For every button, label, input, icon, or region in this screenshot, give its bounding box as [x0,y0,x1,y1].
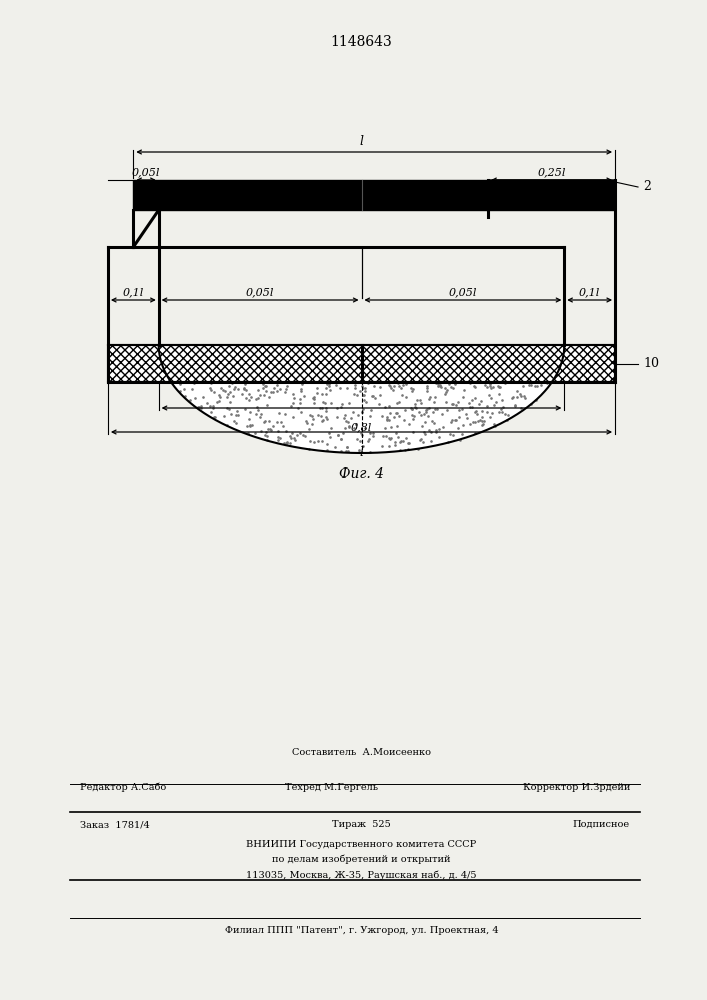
Text: 0,05l: 0,05l [449,287,477,297]
Text: Филиал ППП "Патент", г. Ужгород, ул. Проектная, 4: Филиал ППП "Патент", г. Ужгород, ул. Про… [225,926,498,935]
Text: 0,1l: 0,1l [123,287,144,297]
Text: Редактор А.Сабо: Редактор А.Сабо [80,782,166,792]
Bar [108,345,615,382]
Text: 0,8l: 0,8l [351,422,372,432]
Text: 0,05l: 0,05l [246,287,274,297]
Text: Заказ  1781/4: Заказ 1781/4 [80,820,150,829]
Polygon shape [489,180,615,210]
Text: ВНИИПИ Государственного комитета СССР: ВНИИПИ Государственного комитета СССР [246,840,477,849]
Text: Фиг. 4: Фиг. 4 [339,467,384,481]
Text: Подписное: Подписное [573,820,630,829]
Text: 1148643: 1148643 [331,35,392,49]
Text: Тираж  525: Тираж 525 [332,820,391,829]
Text: по делам изобретений и открытий: по делам изобретений и открытий [272,855,451,864]
Text: l: l [359,446,363,459]
Polygon shape [134,180,615,210]
Text: Корректор И.Зрдейи: Корректор И.Зрдейи [522,783,630,792]
Text: Техред М.Гергель: Техред М.Гергель [285,783,378,792]
Text: l: l [359,135,363,148]
Text: 113035, Москва, Ж-35, Раушская наб., д. 4/5: 113035, Москва, Ж-35, Раушская наб., д. … [246,870,477,880]
Text: Составитель  А.Моисеенко: Составитель А.Моисеенко [292,748,431,757]
Polygon shape [158,345,564,453]
Text: 2: 2 [643,180,651,194]
Text: 0,1l: 0,1l [579,287,600,297]
Text: 10: 10 [643,357,659,370]
Text: 0,05l: 0,05l [132,167,160,177]
Text: 0,25l: 0,25l [537,167,566,177]
